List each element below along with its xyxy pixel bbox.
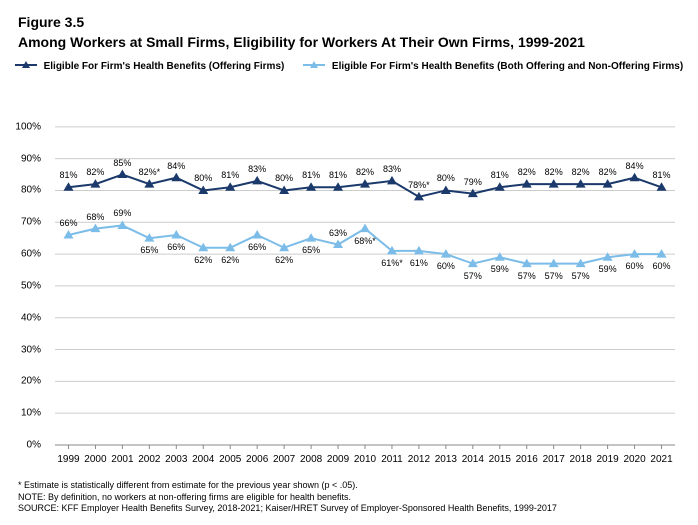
data-point-label: 84% bbox=[167, 161, 185, 171]
x-tick-label: 2007 bbox=[273, 454, 295, 465]
data-point-label: 57% bbox=[518, 271, 536, 281]
y-tick-label: 0% bbox=[27, 440, 41, 451]
x-tick-label: 2015 bbox=[489, 454, 511, 465]
x-tick-label: 2006 bbox=[246, 454, 268, 465]
legend-swatch-1 bbox=[303, 60, 325, 73]
data-point-label: 62% bbox=[275, 255, 293, 265]
data-point-label: 83% bbox=[248, 164, 266, 174]
x-tick-label: 2013 bbox=[435, 454, 457, 465]
y-tick-label: 20% bbox=[21, 376, 41, 387]
data-point-label: 68%* bbox=[354, 236, 376, 246]
data-point-label: 68% bbox=[86, 212, 104, 222]
x-tick-label: 2017 bbox=[543, 454, 565, 465]
x-tick-label: 2018 bbox=[570, 454, 592, 465]
data-point-label: 85% bbox=[113, 158, 131, 168]
data-point-label: 82% bbox=[86, 167, 104, 177]
data-point-label: 83% bbox=[383, 164, 401, 174]
x-tick-label: 2021 bbox=[650, 454, 672, 465]
data-point-label: 81% bbox=[302, 170, 320, 180]
data-point-label: 66% bbox=[248, 242, 266, 252]
figure-number: Figure 3.5 bbox=[18, 14, 84, 30]
legend-label-0: Eligible For Firm's Health Benefits (Off… bbox=[44, 61, 285, 72]
data-point-label: 81% bbox=[59, 170, 77, 180]
data-point-label: 63% bbox=[329, 228, 347, 238]
legend-label-1: Eligible For Firm's Health Benefits (Bot… bbox=[332, 61, 683, 72]
data-point-label: 59% bbox=[491, 264, 509, 274]
y-tick-label: 50% bbox=[21, 280, 41, 291]
x-tick-label: 2020 bbox=[623, 454, 645, 465]
x-tick-label: 2004 bbox=[192, 454, 214, 465]
y-tick-label: 30% bbox=[21, 344, 41, 355]
data-point-label: 60% bbox=[437, 261, 455, 271]
data-point-label: 81% bbox=[653, 170, 671, 180]
data-point-label: 60% bbox=[626, 261, 644, 271]
x-tick-label: 2003 bbox=[165, 454, 187, 465]
y-tick-label: 40% bbox=[21, 312, 41, 323]
x-tick-label: 2005 bbox=[219, 454, 241, 465]
data-point-label: 66% bbox=[59, 218, 77, 228]
data-point-label: 80% bbox=[194, 173, 212, 183]
data-point-label: 80% bbox=[437, 173, 455, 183]
data-point-label: 82% bbox=[545, 167, 563, 177]
data-point-label: 80% bbox=[275, 173, 293, 183]
data-point-label: 79% bbox=[464, 177, 482, 187]
footnote-0: * Estimate is statistically different fr… bbox=[18, 480, 557, 492]
legend-item-0: Eligible For Firm's Health Benefits (Off… bbox=[15, 60, 285, 73]
data-point-label: 84% bbox=[626, 161, 644, 171]
chart-area: 0%10%20%30%40%50%60%70%80%90%100%1999200… bbox=[45, 90, 680, 450]
footnotes: * Estimate is statistically different fr… bbox=[18, 480, 557, 515]
x-tick-label: 2008 bbox=[300, 454, 322, 465]
x-tick-label: 2014 bbox=[462, 454, 484, 465]
data-point-label: 82% bbox=[599, 167, 617, 177]
y-tick-label: 100% bbox=[15, 121, 41, 132]
data-point-label: 82% bbox=[356, 167, 374, 177]
x-tick-label: 2010 bbox=[354, 454, 376, 465]
x-tick-label: 2019 bbox=[596, 454, 618, 465]
x-tick-label: 2011 bbox=[381, 454, 403, 465]
y-tick-label: 60% bbox=[21, 249, 41, 260]
data-point-label: 65% bbox=[302, 245, 320, 255]
figure-title: Among Workers at Small Firms, Eligibilit… bbox=[18, 34, 585, 50]
data-point-label: 60% bbox=[653, 261, 671, 271]
y-tick-label: 90% bbox=[21, 153, 41, 164]
data-point-label: 81% bbox=[221, 170, 239, 180]
data-point-label: 61% bbox=[410, 258, 428, 268]
y-tick-label: 70% bbox=[21, 217, 41, 228]
x-tick-label: 2000 bbox=[84, 454, 106, 465]
data-point-label: 59% bbox=[599, 264, 617, 274]
data-point-label: 81% bbox=[491, 170, 509, 180]
data-point-label: 57% bbox=[545, 271, 563, 281]
y-tick-label: 80% bbox=[21, 185, 41, 196]
data-point-label: 66% bbox=[167, 242, 185, 252]
data-point-label: 82% bbox=[518, 167, 536, 177]
data-point-label: 82%* bbox=[139, 167, 161, 177]
data-point-label: 81% bbox=[329, 170, 347, 180]
legend-swatch-0 bbox=[15, 60, 37, 73]
data-point-label: 65% bbox=[140, 245, 158, 255]
data-point-label: 61%* bbox=[381, 258, 403, 268]
data-point-label: 78%* bbox=[408, 180, 430, 190]
legend: Eligible For Firm's Health Benefits (Off… bbox=[0, 60, 698, 73]
x-tick-label: 2016 bbox=[516, 454, 538, 465]
y-tick-label: 10% bbox=[21, 408, 41, 419]
data-point-label: 82% bbox=[572, 167, 590, 177]
data-point-label: 62% bbox=[194, 255, 212, 265]
legend-item-1: Eligible For Firm's Health Benefits (Bot… bbox=[303, 60, 683, 73]
data-point-label: 62% bbox=[221, 255, 239, 265]
x-tick-label: 2012 bbox=[408, 454, 430, 465]
x-tick-label: 2009 bbox=[327, 454, 349, 465]
data-point-label: 57% bbox=[464, 271, 482, 281]
data-point-label: 57% bbox=[572, 271, 590, 281]
data-point-label: 69% bbox=[113, 208, 131, 218]
footnote-1: NOTE: By definition, no workers at non-o… bbox=[18, 492, 557, 504]
footnote-2: SOURCE: KFF Employer Health Benefits Sur… bbox=[18, 503, 557, 515]
x-tick-label: 2001 bbox=[111, 454, 133, 465]
x-tick-label: 2002 bbox=[138, 454, 160, 465]
x-tick-label: 1999 bbox=[57, 454, 79, 465]
